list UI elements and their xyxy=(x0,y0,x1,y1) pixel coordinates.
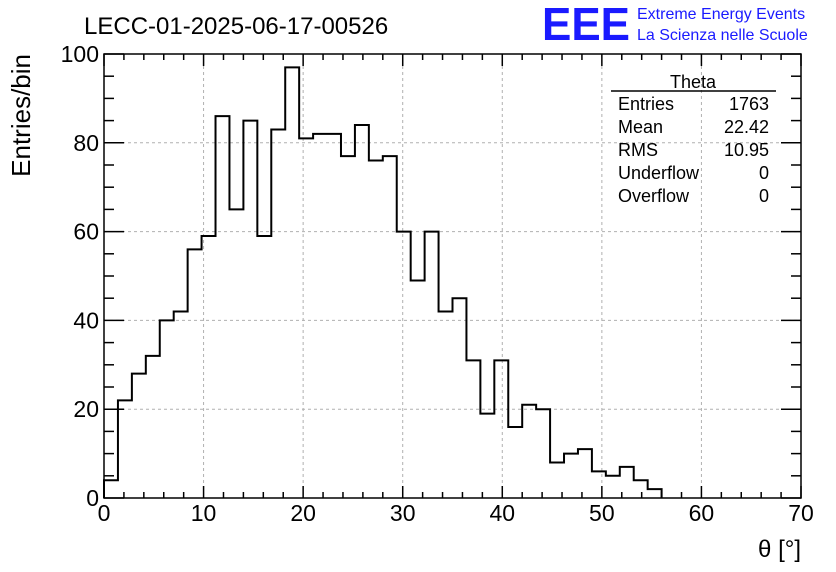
stats-label: Underflow xyxy=(618,163,700,183)
histogram-bin xyxy=(313,134,327,498)
histogram-bin xyxy=(397,232,411,498)
histogram-bin xyxy=(257,236,271,498)
histogram-bin xyxy=(578,449,592,498)
histogram-bin xyxy=(216,116,230,498)
histogram-bin xyxy=(229,209,243,498)
histogram-bin xyxy=(564,454,578,498)
axis-ticks xyxy=(103,53,802,499)
histogram-bin xyxy=(355,125,369,498)
histogram-bin xyxy=(285,67,299,498)
y-axis-label: Entries/bin xyxy=(6,54,36,177)
histogram-bin xyxy=(453,298,467,498)
histogram-bin xyxy=(466,360,480,498)
histogram-bin xyxy=(118,400,132,498)
x-tick-label: 50 xyxy=(589,500,615,526)
histogram-bin xyxy=(480,414,494,498)
stats-value: 10.95 xyxy=(724,140,769,160)
histogram-bin xyxy=(425,232,439,498)
stats-box-title: Theta xyxy=(670,72,717,92)
stats-label: Overflow xyxy=(618,186,690,206)
stats-box: Theta Entries 1763 Mean 22.42 RMS 10.95 Underf… xyxy=(611,72,776,206)
y-tick-label: 40 xyxy=(73,307,99,333)
x-axis-label: θ [°] xyxy=(758,536,801,563)
x-tick-label: 70 xyxy=(788,500,814,526)
histogram-bin xyxy=(648,489,662,498)
histogram-bin xyxy=(439,312,453,498)
histogram-bin xyxy=(536,409,550,498)
histogram-bin xyxy=(592,471,606,498)
logo-mark: EEE xyxy=(542,0,630,50)
histogram-bin xyxy=(243,121,257,498)
histogram-bin xyxy=(341,156,355,498)
x-tick-label: 30 xyxy=(390,500,416,526)
x-tick-label: 60 xyxy=(689,500,715,526)
histogram-bin xyxy=(174,312,188,498)
histogram-bin xyxy=(634,480,648,498)
stats-label: Mean xyxy=(618,117,663,137)
histogram-bin xyxy=(508,427,522,498)
y-tick-labels: 0 20 40 60 80 100 xyxy=(61,41,99,511)
y-tick-label: 20 xyxy=(73,396,99,422)
x-tick-labels: 0 10 20 30 40 50 60 70 xyxy=(98,500,814,526)
chart-title: LECC-01-2025-06-17-00526 xyxy=(84,13,388,40)
histogram-bin xyxy=(369,161,383,498)
logo-line-1: Extreme Energy Events xyxy=(637,6,805,23)
eee-logo: EEE Extreme Energy Events La Scienza nel… xyxy=(542,0,808,50)
histogram-bin xyxy=(132,374,146,498)
y-tick-label: 60 xyxy=(73,219,99,245)
logo-line-2: La Scienza nelle Scuole xyxy=(637,27,808,44)
histogram-bin xyxy=(606,476,620,498)
histogram-bin xyxy=(202,236,216,498)
histogram-bin xyxy=(522,405,536,498)
histogram-bin xyxy=(271,129,285,498)
stats-value: 0 xyxy=(759,163,769,183)
stats-value: 0 xyxy=(759,186,769,206)
stats-label: Entries xyxy=(618,94,674,114)
x-tick-label: 0 xyxy=(98,500,111,526)
grid-lines xyxy=(104,54,801,498)
stats-value: 22.42 xyxy=(724,117,769,137)
stats-label: RMS xyxy=(618,140,658,160)
histogram-bin xyxy=(146,356,160,498)
histogram-bin xyxy=(160,320,174,498)
histogram-bin xyxy=(104,480,118,498)
histogram-bin xyxy=(494,360,508,498)
x-tick-label: 40 xyxy=(489,500,515,526)
stats-value: 1763 xyxy=(729,94,769,114)
x-tick-label: 20 xyxy=(290,500,316,526)
y-tick-label: 0 xyxy=(86,485,99,511)
histogram-bin xyxy=(327,134,341,498)
histogram-bin xyxy=(188,249,202,498)
histogram-bin xyxy=(411,280,425,498)
x-tick-label: 10 xyxy=(191,500,217,526)
histogram-bin xyxy=(299,138,313,498)
histogram-outline xyxy=(103,66,663,498)
histogram-bin xyxy=(383,156,397,498)
y-tick-label: 80 xyxy=(73,130,99,156)
y-tick-label: 100 xyxy=(61,41,99,67)
